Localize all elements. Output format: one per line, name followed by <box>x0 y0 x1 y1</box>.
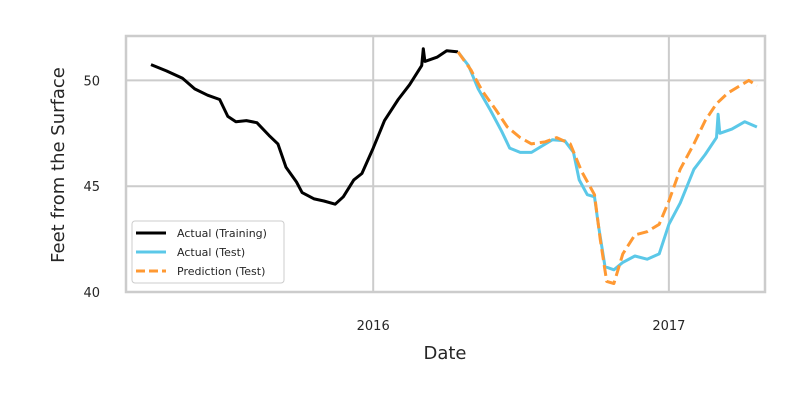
legend-label-1: Actual (Training) <box>177 227 267 240</box>
legend-label-2: Actual (Test) <box>177 246 245 259</box>
y-tick-labels: 40 45 50 <box>83 74 100 301</box>
x-axis-label: Date <box>423 343 466 364</box>
legend-label-3: Prediction (Test) <box>177 265 265 278</box>
legend-box <box>131 220 285 284</box>
series-layer <box>150 47 758 285</box>
legend: Actual (Training) Actual (Test) Prediction… <box>131 220 285 284</box>
series-line-3 <box>456 51 758 285</box>
plot-frame <box>124 34 767 294</box>
x-tick-label-2017: 2017 <box>652 319 685 334</box>
x-tick-labels: 2016 2017 <box>357 319 686 334</box>
y-tick-label-50: 50 <box>83 74 100 89</box>
y-tick-label-45: 45 <box>83 180 100 195</box>
x-tick-label-2016: 2016 <box>357 319 390 334</box>
series-line-2 <box>456 50 758 272</box>
y-tick-label-40: 40 <box>83 286 100 301</box>
series-line-1 <box>150 47 459 206</box>
y-axis-label: Feet from the Surface <box>48 67 69 263</box>
